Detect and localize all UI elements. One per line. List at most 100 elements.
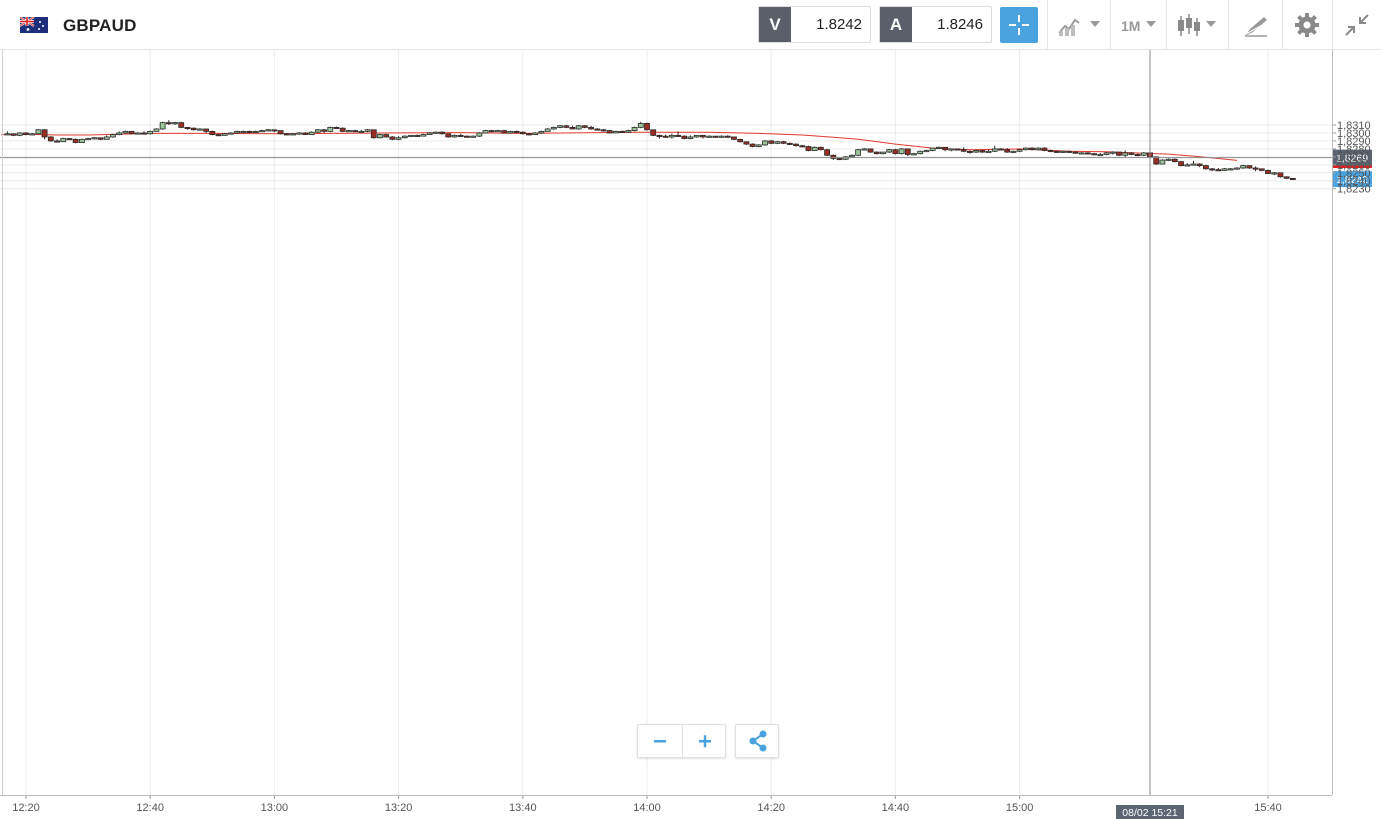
candle-body [693, 134, 700, 138]
candle-body [377, 134, 383, 139]
crosshair-button[interactable] [1000, 7, 1038, 43]
candle-body [569, 126, 576, 130]
candle-body [613, 130, 619, 134]
candle-body [178, 122, 185, 128]
bullish-candle [482, 129, 489, 134]
bearish-candle [66, 138, 73, 141]
gb-au-flag-icon [20, 17, 48, 33]
bullish-candle [507, 130, 514, 134]
settings-button[interactable] [1290, 7, 1324, 43]
candle-body [308, 131, 315, 135]
bullish-candle [1221, 168, 1228, 171]
candle-body [184, 126, 191, 129]
candle-body [557, 125, 563, 128]
candle-body [780, 141, 787, 144]
buy-price-box[interactable]: A 1.8246 [879, 6, 992, 43]
bearish-candle [1153, 156, 1160, 165]
x-axis-tick-label: 12:40 [136, 802, 164, 814]
minus-icon [654, 740, 666, 743]
candle-body [457, 134, 464, 137]
chart-type-button[interactable] [1055, 7, 1105, 43]
candle-body [1227, 168, 1234, 171]
candle-body [836, 158, 843, 161]
candle-body [1072, 151, 1079, 154]
candle-body [631, 126, 638, 131]
draw-tools-button[interactable] [1240, 7, 1274, 43]
candle-body [898, 148, 905, 155]
bullish-candle [1103, 152, 1110, 156]
candle-body [886, 149, 893, 153]
bullish-candle [159, 121, 166, 130]
bearish-candle [370, 129, 377, 139]
bullish-candle [668, 133, 675, 139]
candle-body [277, 130, 284, 135]
candle-body [1265, 170, 1271, 174]
bullish-candle [110, 133, 116, 138]
timeframe-button[interactable]: 1M [1112, 7, 1164, 43]
bearish-candle [650, 129, 657, 137]
candle-body [432, 131, 439, 134]
bullish-candle [308, 131, 315, 135]
candle-body [824, 149, 830, 156]
candle-body [147, 130, 154, 135]
candle-body [973, 150, 980, 153]
candle-body [470, 135, 477, 138]
candle-style-button[interactable] [1174, 7, 1224, 43]
sell-price-box[interactable]: V 1.8242 [758, 6, 871, 43]
y-axis-tick-label: 1,8260 [1337, 160, 1371, 172]
bearish-candle [967, 150, 973, 154]
bullish-candle [35, 128, 42, 135]
candle-body [4, 133, 11, 136]
candle-body [507, 130, 514, 134]
y-axis-tick-label: 1,8300 [1337, 128, 1371, 140]
candle-body [606, 130, 613, 134]
bullish-candle [1109, 151, 1116, 155]
candle-body [190, 127, 197, 131]
candle-body [1022, 147, 1029, 151]
candle-body [1004, 149, 1011, 153]
zoom-in-button[interactable] [683, 725, 727, 757]
bearish-candle [215, 133, 222, 137]
bearish-candle [1265, 169, 1271, 174]
y-axis-tick-label: 1,8310 [1337, 120, 1371, 132]
bullish-candle [172, 121, 178, 125]
candle-body [265, 129, 272, 132]
x-axis-tick-label: 13:00 [261, 802, 289, 814]
candle-body [1116, 151, 1122, 156]
collapse-button[interactable] [1340, 7, 1374, 43]
candle-body [960, 149, 967, 152]
bullish-candle [985, 149, 992, 153]
bullish-candle [290, 132, 296, 136]
x-axis-tick-label: 14:20 [757, 802, 785, 814]
zoom-out-button[interactable] [638, 725, 682, 757]
candle-body [495, 130, 501, 133]
candle-body [743, 141, 750, 145]
bearish-candle [892, 148, 899, 155]
bullish-candle [1010, 150, 1017, 153]
bearish-candle [1209, 168, 1216, 172]
candle-body [774, 141, 781, 144]
candle-body [575, 125, 582, 130]
bullish-candle [1140, 152, 1147, 157]
bullish-candle [706, 135, 712, 138]
bullish-candle [637, 121, 644, 129]
bearish-candle [302, 132, 309, 135]
bullish-candle [1078, 152, 1085, 155]
candle-body [476, 132, 483, 137]
bullish-candle [60, 137, 67, 143]
candle-body [60, 138, 67, 143]
share-button[interactable] [735, 724, 779, 758]
bearish-candle [960, 147, 967, 153]
x-axis-tick-label: 12:20 [12, 802, 40, 814]
bullish-candle [755, 144, 762, 148]
bearish-candle [352, 129, 359, 133]
candlestick-icon [1178, 14, 1200, 36]
candle-body [395, 137, 402, 140]
bullish-candle [991, 145, 998, 153]
bullish-candle [613, 130, 619, 134]
candle-body [414, 134, 421, 137]
candle-body [116, 132, 123, 135]
bearish-candle [1171, 158, 1178, 163]
bearish-candle [1258, 168, 1265, 172]
